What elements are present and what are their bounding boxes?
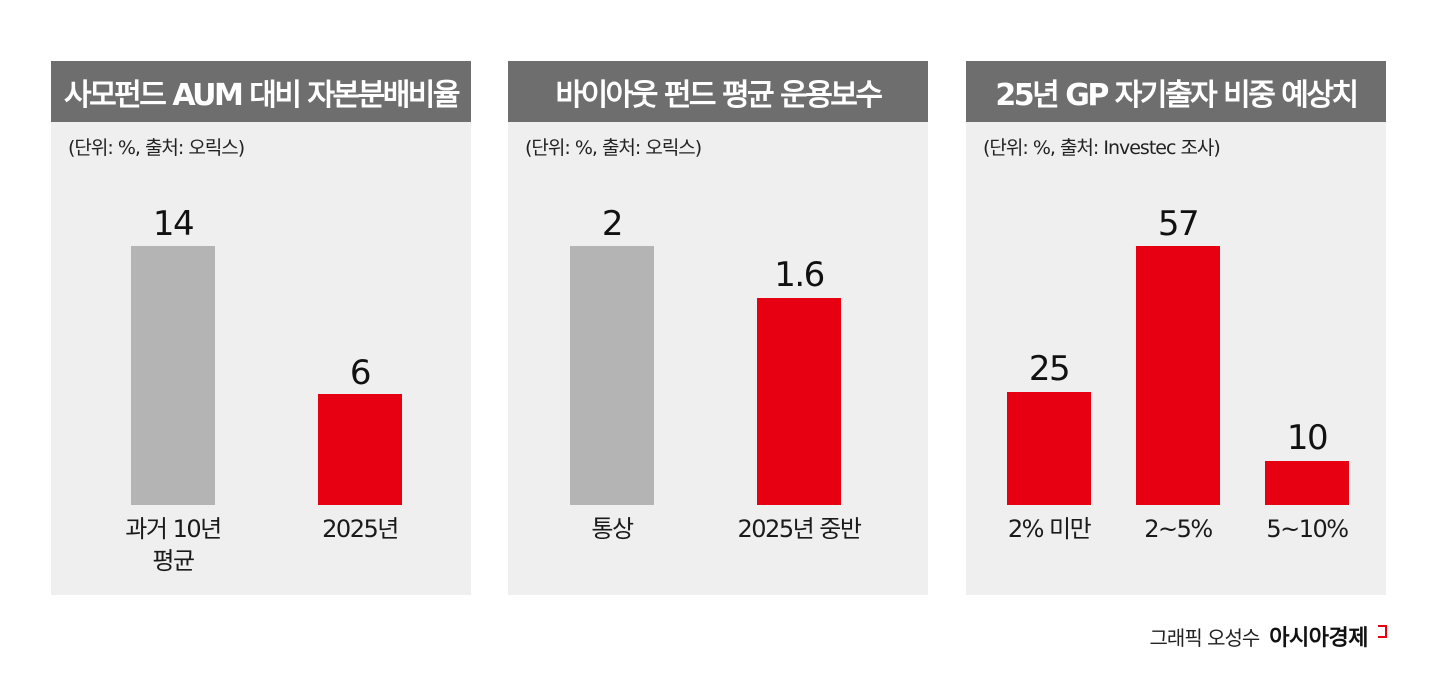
brand-mark-icon xyxy=(1378,624,1387,638)
footer-credit: 그래픽 오성수 아시아경제 xyxy=(1150,620,1387,652)
bar-value: 14 xyxy=(152,204,195,244)
chart-panel-gp-commitment: 25년 GP 자기출자 비중 예상치 (단위: %, 출처: Investec … xyxy=(966,61,1386,595)
brand-logo: 아시아경제 xyxy=(1269,626,1368,651)
bar-label: 통상 xyxy=(591,515,634,543)
bar-usual xyxy=(570,246,654,505)
panel-title: 25년 GP 자기출자 비중 예상치 xyxy=(966,61,1386,122)
bar-2025 xyxy=(318,394,402,505)
bar-value: 25 xyxy=(1028,349,1071,389)
bar-value: 1.6 xyxy=(774,255,825,295)
bar-5-to-10pct xyxy=(1265,461,1349,505)
bar-label: 2~5% xyxy=(1144,515,1213,543)
graphic-credit: 그래픽 오성수 xyxy=(1149,625,1261,650)
bar-label: 2% 미만 xyxy=(1007,515,1092,543)
bar-label: 과거 10년 평균 xyxy=(125,515,222,575)
panel-subtitle: (단위: %, 출처: Investec 조사) xyxy=(983,137,1221,159)
panel-subtitle: (단위: %, 출처: 오릭스) xyxy=(68,137,245,159)
bar-mid-2025 xyxy=(757,298,841,505)
bar-value: 57 xyxy=(1157,204,1200,244)
panel-title: 사모펀드 AUM 대비 자본분배비율 xyxy=(51,61,471,122)
chart-panel-capital-distribution: 사모펀드 AUM 대비 자본분배비율 (단위: %, 출처: 오릭스) 14 과… xyxy=(51,61,471,595)
bar-value: 2 xyxy=(601,204,624,244)
bar-past-10yr-avg xyxy=(131,246,215,505)
bar-value: 10 xyxy=(1286,418,1329,458)
panel-subtitle: (단위: %, 출처: 오릭스) xyxy=(525,137,702,159)
chart-panel-management-fee: 바이아웃 펀드 평균 운용보수 (단위: %, 출처: 오릭스) 2 통상 1.… xyxy=(508,61,928,595)
bar-label: 2025년 xyxy=(322,515,399,543)
bar-value: 6 xyxy=(349,353,372,393)
bar-label: 5~10% xyxy=(1266,515,1349,543)
bar-2-to-5pct xyxy=(1136,246,1220,505)
bar-label: 2025년 중반 xyxy=(737,515,862,543)
panel-title: 바이아웃 펀드 평균 운용보수 xyxy=(508,61,928,122)
bar-under-2pct xyxy=(1007,392,1091,505)
